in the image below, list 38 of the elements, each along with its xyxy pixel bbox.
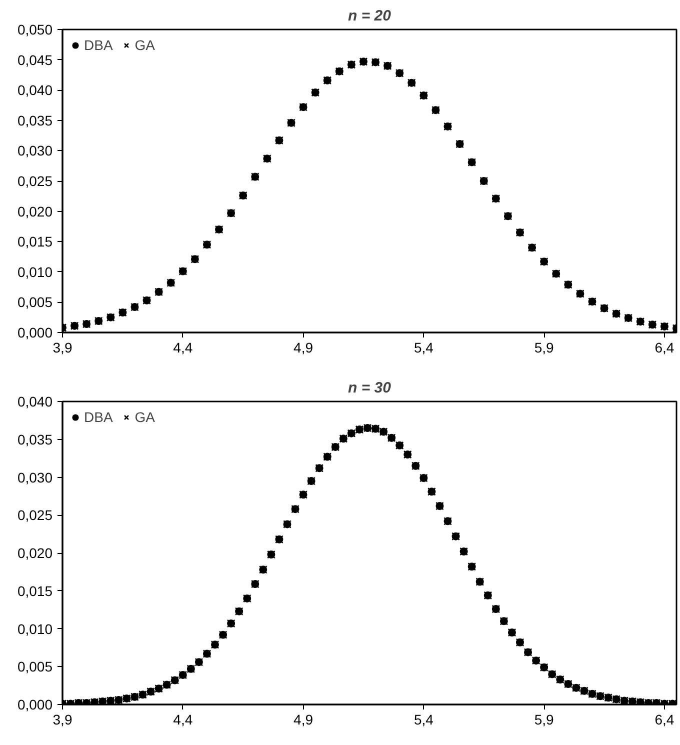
- y-tick-label: 0,005: [17, 658, 53, 675]
- x-tick-label: 4,4: [173, 712, 193, 728]
- y-tick-label: 0,035: [17, 112, 53, 128]
- x-tick-label: 5,9: [534, 712, 554, 728]
- y-tick-label: 0,015: [17, 582, 53, 599]
- y-tick-label: 0,035: [17, 431, 53, 448]
- y-tick-label: 0,040: [17, 82, 53, 98]
- y-tick-label: 0,030: [17, 469, 53, 486]
- x-tick-label: 4,4: [173, 340, 193, 356]
- x-tick-label: 5,9: [534, 340, 554, 356]
- x-tick-label: 4,9: [294, 712, 314, 728]
- y-tick-label: 0,015: [17, 234, 53, 250]
- x-tick-label: 5,4: [414, 712, 434, 728]
- x-tick-label: 5,4: [414, 340, 434, 356]
- legend-label: GA: [134, 37, 156, 53]
- chart-title: n = 20: [348, 8, 392, 24]
- x-tick-label: 6,4: [654, 340, 674, 356]
- legend-label: DBA: [84, 37, 113, 53]
- y-tick-label: 0,000: [17, 324, 53, 340]
- y-tick-label: 0,050: [17, 22, 53, 38]
- y-tick-label: 0,040: [17, 394, 53, 410]
- x-tick-label: 3,9: [52, 712, 72, 728]
- x-tick-label: 4,9: [294, 340, 314, 356]
- y-tick-label: 0,010: [17, 264, 53, 280]
- y-tick-label: 0,005: [17, 294, 53, 310]
- y-tick-label: 0,000: [17, 696, 53, 712]
- y-tick-label: 0,025: [17, 507, 53, 524]
- y-tick-label: 0,025: [17, 173, 53, 189]
- x-tick-label: 6,4: [654, 712, 674, 728]
- y-tick-label: 0,020: [17, 545, 53, 561]
- x-tick-label: 3,9: [52, 340, 72, 356]
- chart-title: n = 30: [348, 380, 392, 396]
- y-tick-label: 0,020: [17, 203, 53, 220]
- y-tick-label: 0,045: [17, 52, 53, 68]
- legend-label: DBA: [84, 409, 113, 425]
- y-tick-label: 0,030: [17, 142, 53, 159]
- legend-label: GA: [134, 409, 156, 425]
- y-tick-label: 0,010: [17, 620, 53, 637]
